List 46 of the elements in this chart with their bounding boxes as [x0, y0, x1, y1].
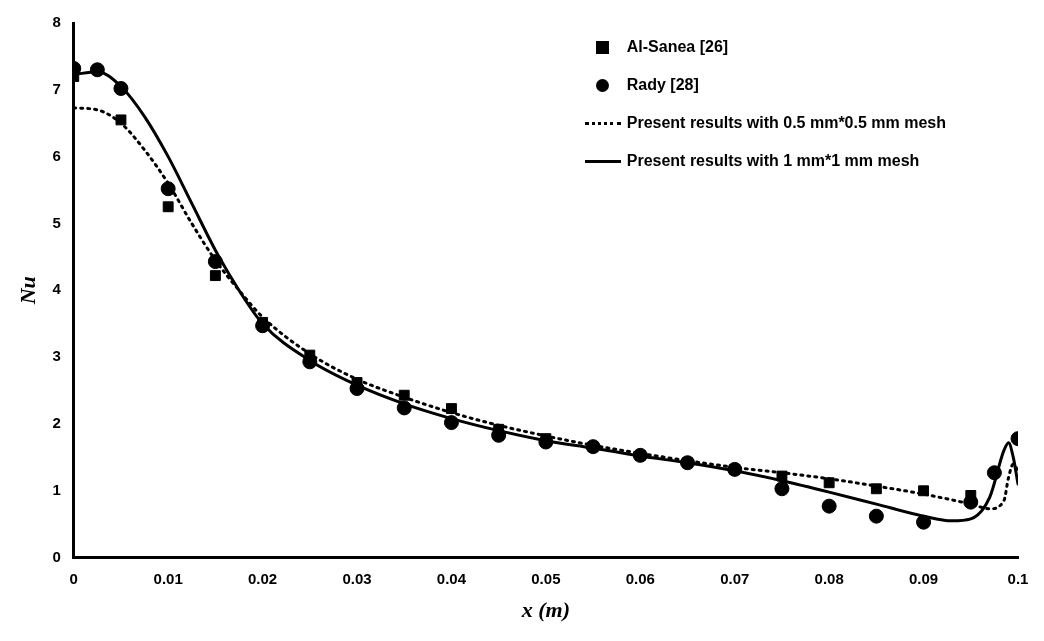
legend-label: Present results with 1 mm*1 mm mesh	[626, 152, 920, 170]
point	[868, 508, 884, 524]
point	[89, 62, 105, 78]
point	[446, 403, 457, 415]
y-tick-label: 4	[52, 280, 62, 298]
x-tick-label: 0.01	[153, 569, 183, 587]
point	[774, 481, 790, 497]
x-tick-label: 0.02	[247, 569, 278, 587]
point	[870, 483, 882, 495]
legend-label: Al-Sanea [26]	[626, 38, 729, 56]
x-tick-label: 0	[69, 569, 78, 587]
point	[398, 389, 410, 401]
x-axis-title: x (m)	[520, 597, 570, 623]
y-tick-label: 1	[52, 480, 61, 498]
x-tick-label: 0.1	[1007, 569, 1029, 587]
point	[918, 485, 930, 497]
x-tick-label: 0.03	[342, 569, 372, 587]
point	[916, 514, 932, 530]
y-tick-label: 6	[52, 146, 61, 164]
x-tick-label: 0.04	[436, 569, 467, 587]
x-tick-label: 0.05	[531, 569, 561, 587]
x-tick-label: 0.07	[720, 569, 750, 587]
point	[209, 270, 221, 282]
y-tick-label: 3	[52, 347, 61, 365]
y-tick-label: 7	[52, 79, 61, 97]
y-axis-title: Nu	[14, 276, 40, 306]
x-tick-label: 0.08	[814, 569, 844, 587]
x-tick-label: 0.06	[625, 569, 655, 587]
y-tick-label: 8	[52, 13, 61, 31]
point	[821, 498, 837, 514]
legend-label: Rady [28]	[626, 76, 699, 94]
point	[776, 470, 788, 482]
y-tick-label: 0	[52, 547, 61, 565]
legend-label: Present results with 0.5 mm*0.5 mm mesh	[626, 114, 946, 132]
point	[396, 400, 412, 416]
point	[986, 465, 1002, 481]
point	[115, 114, 127, 126]
point	[162, 201, 174, 213]
y-tick-label: 2	[52, 414, 61, 432]
point	[113, 80, 129, 96]
y-tick-label: 5	[52, 213, 61, 231]
point	[443, 415, 459, 431]
point	[160, 181, 176, 197]
point	[207, 254, 223, 270]
x-tick-label: 0.09	[908, 569, 939, 587]
point	[823, 477, 835, 489]
